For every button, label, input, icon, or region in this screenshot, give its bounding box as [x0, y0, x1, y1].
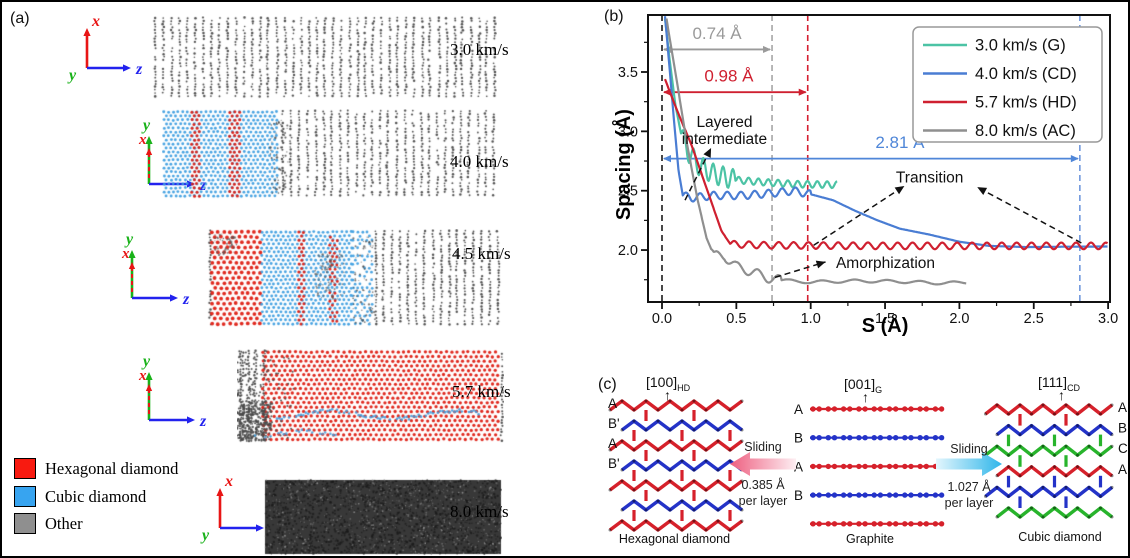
svg-text:y: y — [200, 527, 210, 544]
svg-text:1.0: 1.0 — [801, 311, 821, 327]
direction-text: [001] — [844, 376, 876, 392]
svg-text:y: y — [67, 67, 77, 84]
legend-label: Hexagonal diamond — [45, 458, 179, 478]
svg-text:C: C — [1118, 441, 1128, 456]
svg-text:A: A — [794, 402, 803, 417]
direction-sub: CD — [1067, 382, 1081, 393]
direction-label-g: [001]G — [844, 376, 882, 395]
svg-text:A: A — [794, 459, 803, 474]
svg-text:1.5: 1.5 — [875, 311, 895, 327]
direction-sub: G — [875, 384, 883, 395]
caption-cubic-diamond: Cubic diamond — [1018, 530, 1102, 544]
svg-text:2.0: 2.0 — [949, 311, 969, 327]
svg-text:x: x — [121, 246, 130, 262]
sliding-right-label: Sliding — [950, 442, 988, 456]
direction-label-hd: [100]HD — [646, 374, 690, 393]
legend-item-hexagonal-diamond: Hexagonal diamond — [14, 458, 178, 479]
sliding-left-per: per layer — [738, 494, 788, 508]
svg-text:8.0 km/s (AC): 8.0 km/s (AC) — [975, 122, 1076, 140]
axes-triad-yz: yx z — [121, 231, 190, 308]
hexagonal-diamond-structure: A B' A B' — [608, 396, 744, 532]
axes-triad-yz: yx z — [138, 353, 207, 430]
snapshot-8.0kms — [264, 478, 502, 556]
svg-text:y: y — [141, 117, 151, 134]
velocity-label: 3.0 km/s — [450, 40, 509, 59]
svg-text:B: B — [1118, 421, 1127, 436]
sliding-right-amount: 1.027 Å — [947, 480, 991, 494]
svg-text:A: A — [608, 396, 617, 411]
svg-text:B': B' — [608, 416, 620, 431]
svg-text:4.0 km/s (CD): 4.0 km/s (CD) — [975, 65, 1077, 83]
up-arrow-icon: ↑ — [1058, 387, 1065, 403]
svg-text:x: x — [224, 473, 233, 490]
svg-text:A: A — [608, 436, 617, 451]
panel-b-label: (b) — [604, 8, 624, 25]
caption-hexagonal-diamond: Hexagonal diamond — [618, 532, 731, 546]
svg-text:x: x — [138, 132, 147, 148]
svg-text:z: z — [182, 291, 190, 308]
svg-text:x: x — [91, 13, 100, 30]
legend-item-other: Other — [14, 513, 83, 534]
panel-c-label: (c) — [598, 376, 617, 393]
svg-text:A: A — [1118, 462, 1127, 477]
svg-text:0.5: 0.5 — [726, 311, 746, 327]
legend-label: Other — [45, 513, 83, 533]
svg-text:z: z — [135, 61, 143, 78]
svg-text:0.74 Å: 0.74 Å — [692, 24, 742, 43]
svg-text:S (Å): S (Å) — [862, 313, 909, 337]
svg-text:3.5: 3.5 — [618, 65, 638, 81]
up-arrow-icon: ↑ — [862, 389, 869, 405]
snapshot-5.7kms — [237, 349, 504, 443]
snapshot-4.0kms — [162, 109, 500, 199]
svg-text:x: x — [138, 368, 147, 384]
axes-triad-xz: x z y — [67, 13, 143, 84]
svg-text:Spacing (Å): Spacing (Å) — [611, 109, 635, 220]
svg-text:z: z — [199, 413, 207, 430]
sliding-left-label: Sliding — [744, 440, 782, 454]
sliding-left-amount: 0.385 Å — [741, 478, 785, 492]
direction-sub: HD — [677, 382, 691, 393]
velocity-label: 4.5 km/s — [452, 244, 511, 263]
svg-text:Transition: Transition — [896, 170, 963, 187]
panel-a-label: (a) — [10, 10, 30, 27]
svg-text:B': B' — [608, 456, 620, 471]
caption-graphite: Graphite — [846, 532, 894, 546]
sliding-right-per: per layer — [944, 496, 994, 510]
svg-text:3.0: 3.0 — [1098, 311, 1118, 327]
direction-text: [100] — [646, 374, 678, 390]
hexagonal-diamond-swatch — [14, 458, 36, 479]
svg-text:A: A — [1118, 400, 1127, 415]
svg-text:y: y — [141, 353, 151, 370]
cubic-diamond-swatch — [14, 486, 36, 507]
velocity-label: 8.0 km/s — [450, 502, 509, 521]
svg-text:B: B — [794, 488, 803, 503]
snapshot-3.0kms — [152, 16, 497, 100]
svg-text:B: B — [794, 431, 803, 446]
svg-text:0.98 Å: 0.98 Å — [704, 67, 754, 86]
velocity-label: 4.0 km/s — [450, 152, 509, 171]
svg-text:2.5: 2.5 — [1024, 311, 1044, 327]
svg-text:5.7 km/s (HD): 5.7 km/s (HD) — [975, 94, 1077, 112]
legend-item-cubic-diamond: Cubic diamond — [14, 486, 146, 507]
svg-text:Amorphization: Amorphization — [836, 255, 935, 272]
svg-text:2.5: 2.5 — [618, 184, 638, 200]
svg-text:3.0 km/s (G): 3.0 km/s (G) — [975, 37, 1066, 55]
snapshot-4.5kms — [207, 229, 503, 328]
other-swatch — [14, 513, 36, 534]
direction-label-cd: [111]CD — [1038, 374, 1080, 393]
svg-text:y: y — [124, 231, 134, 248]
svg-text:0.0: 0.0 — [652, 311, 672, 327]
svg-text:2.0: 2.0 — [618, 243, 638, 259]
velocity-label: 5.7 km/s — [452, 382, 511, 401]
svg-text:3.0: 3.0 — [618, 124, 638, 140]
up-arrow-icon: ↑ — [664, 387, 671, 403]
direction-text: [111] — [1038, 374, 1068, 390]
legend-label: Cubic diamond — [45, 486, 147, 506]
